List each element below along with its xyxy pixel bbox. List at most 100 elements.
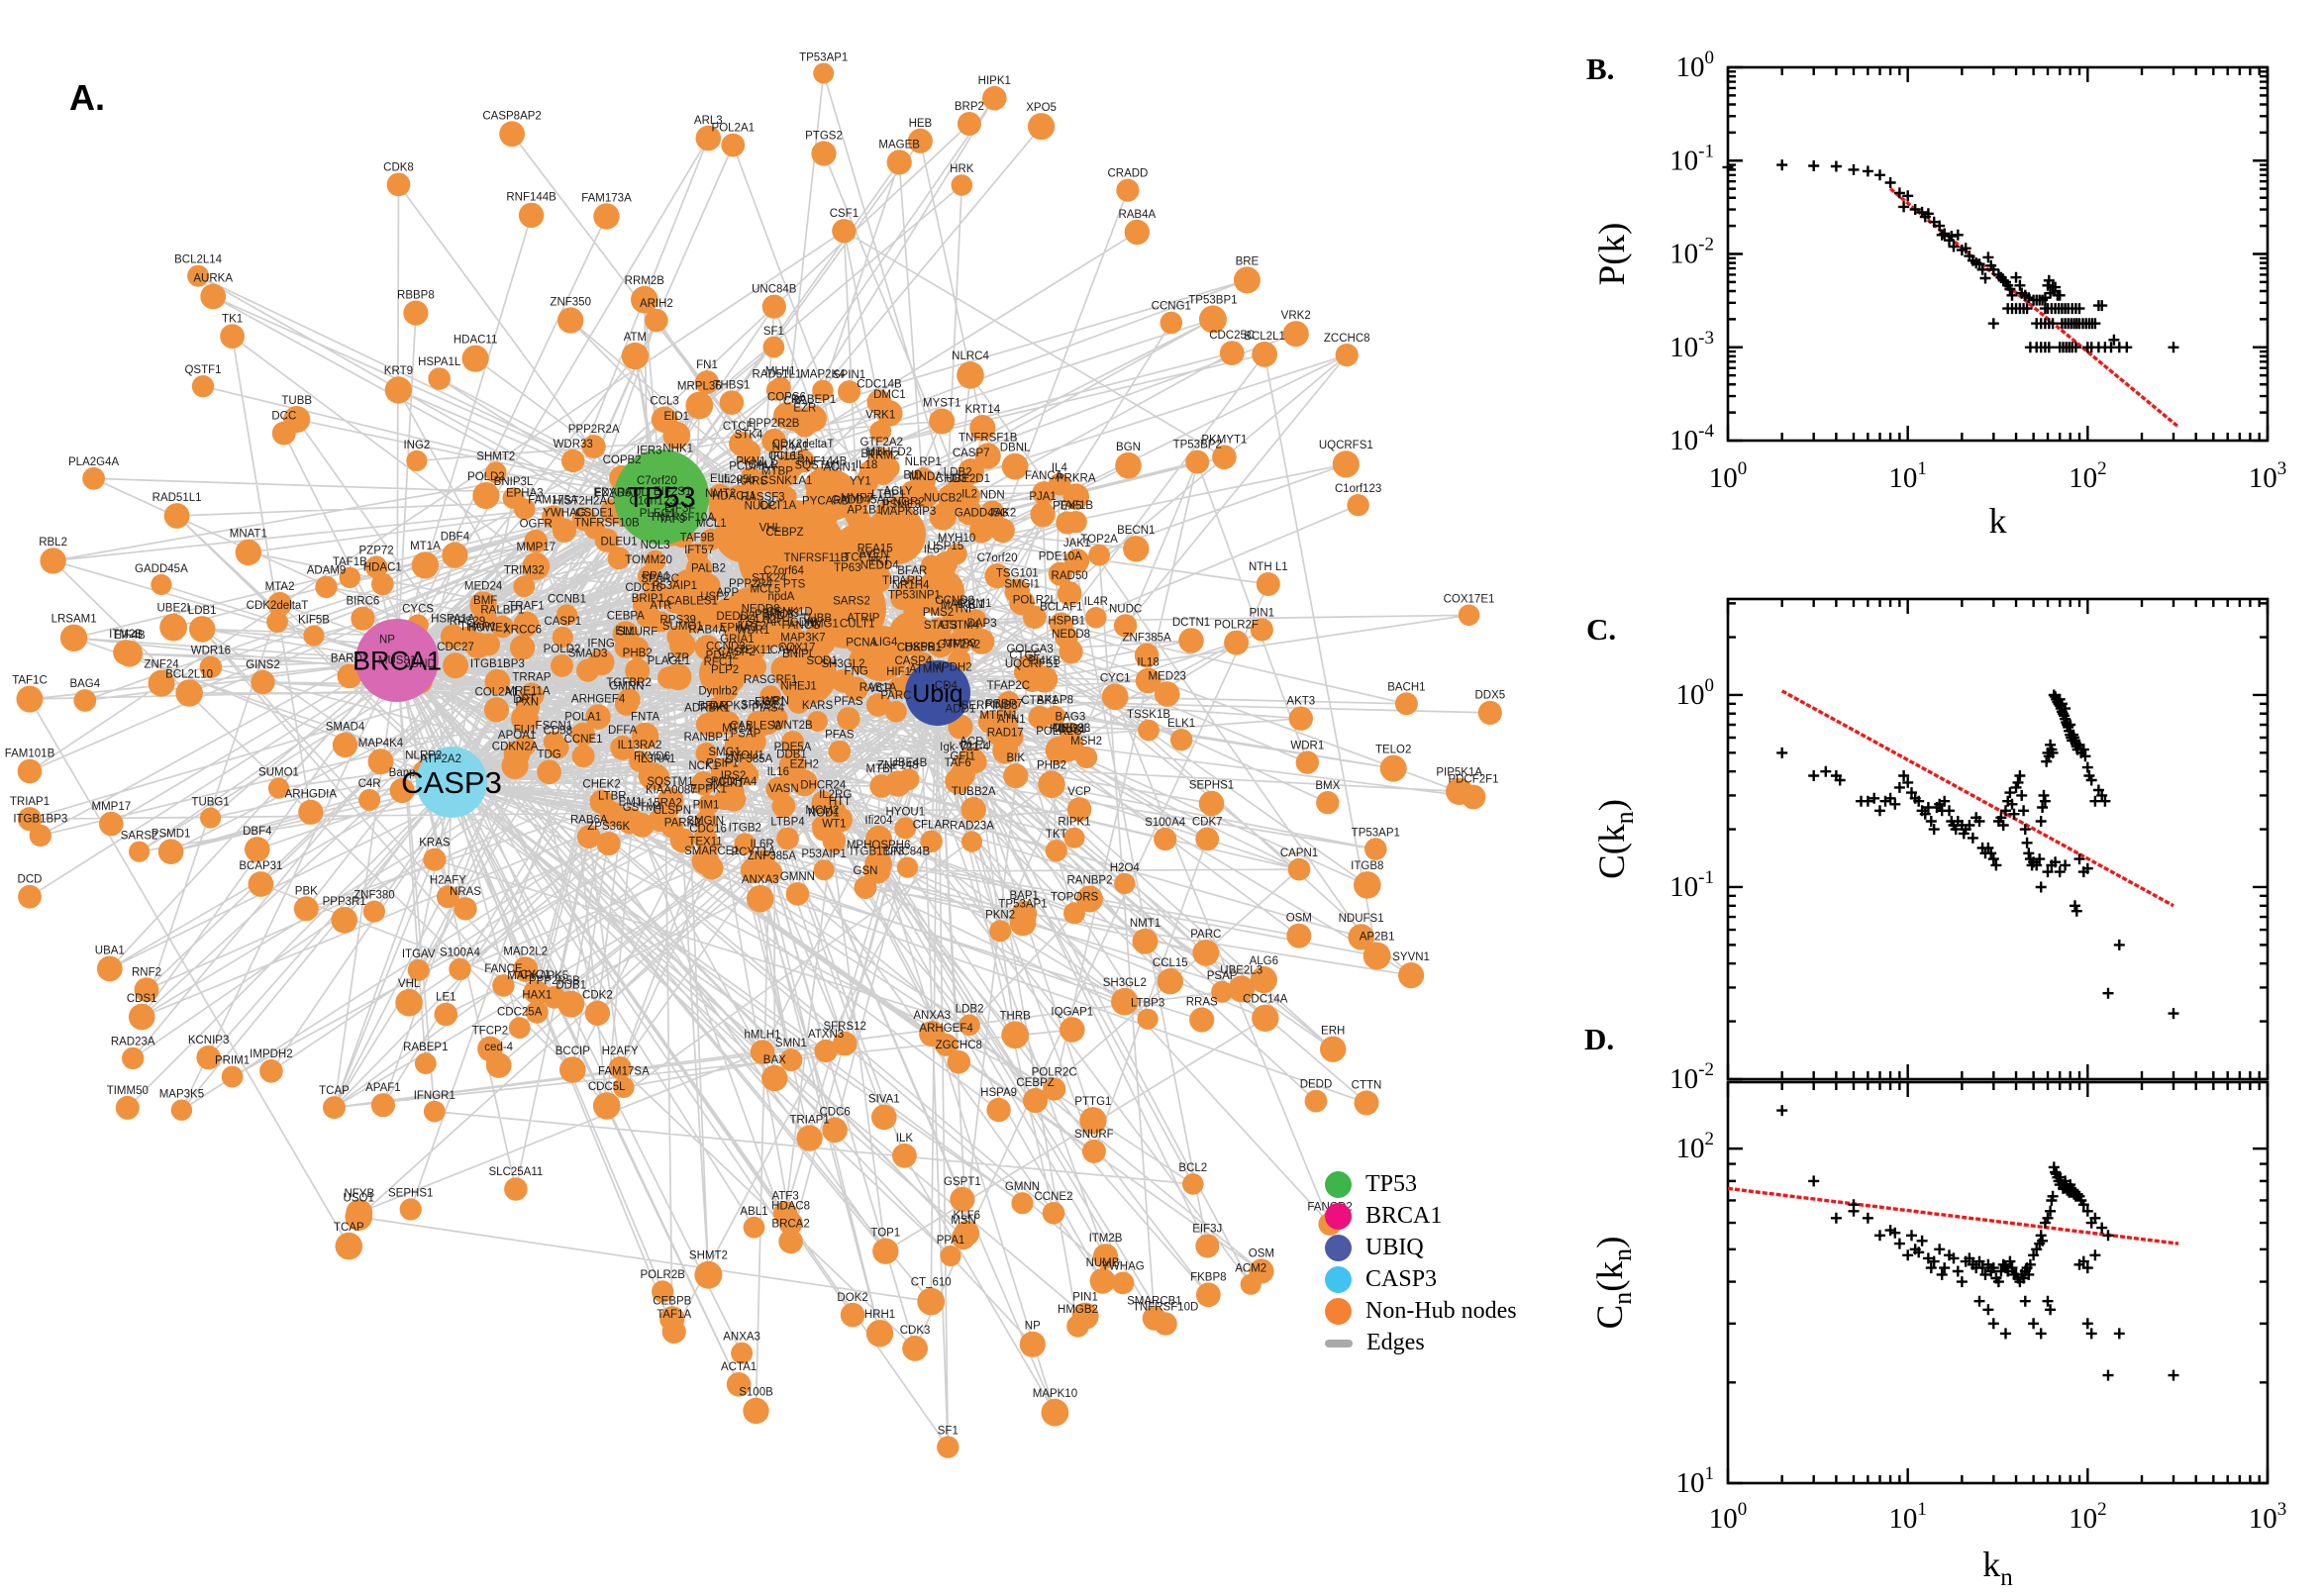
gene-node [892, 1143, 917, 1168]
gene-node-label: EIF4B [114, 630, 146, 642]
gene-node [750, 1040, 775, 1064]
gene-node [984, 563, 1010, 589]
gene-node-label: POLR2B [641, 1269, 686, 1281]
gene-node-label: TCF12 [844, 552, 878, 564]
gene-node [552, 626, 573, 648]
gene-node-label: GADD45A [831, 494, 884, 506]
gene-node-label: PCNA [846, 637, 877, 648]
gene-node-label: TIPARP [882, 575, 923, 587]
gene-node-label: RRM2B [625, 275, 665, 287]
gene-node [772, 1201, 798, 1226]
gene-node [1134, 643, 1160, 668]
gene-node-label: POLA1 [564, 712, 601, 724]
gene-node [503, 740, 531, 767]
gene-node [669, 828, 695, 853]
gene-node [29, 824, 51, 848]
gene-node-label: ADD1 [946, 704, 976, 716]
x-tick-label: 103 [2249, 1499, 2287, 1535]
gene-node-label: BIRC6 [346, 596, 379, 608]
x-tick-label: 103 [2249, 458, 2287, 494]
gene-node [1089, 1267, 1116, 1294]
gene-node [99, 811, 124, 837]
gene-node-label: HRK [950, 163, 974, 175]
gene-node [1240, 1273, 1262, 1295]
gene-node-label: FN1 [696, 359, 718, 371]
gene-node [806, 469, 858, 521]
gene-node [1116, 178, 1140, 202]
gene-node [837, 707, 860, 731]
gene-node-label: LDB2 [956, 1004, 984, 1016]
gene-node-label: CDK2deltaT [772, 439, 835, 450]
gene-node-label: BID [903, 469, 922, 481]
gene-node-label: RAB4A [1118, 209, 1156, 221]
gene-node [929, 503, 957, 531]
gene-node-label: BCL2L1 [1244, 331, 1285, 343]
y-tick-label: 10-4 [1669, 421, 1714, 456]
gene-node-label: PIP5K1A [1436, 767, 1482, 779]
gene-node [667, 568, 719, 620]
gene-node-label: PDIA2 [706, 650, 739, 662]
gene-node [175, 679, 203, 707]
gene-node-label: TEX11 [688, 837, 722, 848]
gene-node [761, 1064, 788, 1092]
gene-node [989, 920, 1012, 943]
gene-node [699, 649, 747, 697]
hub-node-tp53 [614, 449, 709, 545]
gene-node [504, 1177, 528, 1201]
gene-node [1252, 1004, 1279, 1033]
gene-node-label: BRIP1 [632, 593, 664, 605]
gene-node-label: P53AIP1 [653, 580, 697, 592]
gene-node [259, 1059, 283, 1083]
gene-node-label: THRB [1000, 1010, 1032, 1022]
gene-node-label: UQCRFS1 [1005, 658, 1060, 670]
gene-node [726, 1372, 752, 1397]
gene-node [1335, 344, 1359, 367]
gene-node-label: UBA1 [95, 946, 125, 957]
y-tick-label: 10-2 [1669, 235, 1714, 270]
gene-node [762, 336, 785, 358]
gene-node-label: PIM1 [693, 799, 720, 811]
gene-node-label: PIAS4 [752, 703, 784, 715]
gene-node [1019, 1331, 1046, 1357]
gene-node-label: KARS [737, 476, 768, 488]
gene-node [1363, 942, 1391, 970]
gene-node-label: GFI1 [950, 751, 975, 763]
x-tick-label: 101 [1888, 1499, 1927, 1535]
gene-node [743, 1397, 769, 1425]
gene-node [900, 590, 922, 612]
gene-node-label: SMARCB1 [1127, 1295, 1182, 1307]
gene-node [960, 796, 986, 823]
gene-node-label: SMURF [617, 626, 657, 638]
gene-node-label: NRAS [450, 886, 481, 898]
gene-node-label: UBE4B [890, 757, 928, 769]
y-tick-label: 101 [1676, 1463, 1715, 1499]
gene-node [969, 415, 996, 442]
gene-node-label: ARHGEF4 [571, 693, 626, 705]
gene-node-label: NUMB [1086, 1257, 1120, 1269]
gene-node-label: MRE11A [505, 685, 550, 697]
gene-node-label: RRM1 [960, 598, 992, 610]
y-axis-title: C(kn​) [1592, 799, 1639, 879]
gene-node-label: HDAC8 [771, 1200, 810, 1212]
gene-node-label: FSCN1 [536, 720, 573, 732]
gene-node-label: TCAP [319, 1085, 350, 1097]
gene-node [581, 435, 606, 459]
gene-node-label: POLR2L [1013, 595, 1058, 607]
gene-node [561, 449, 585, 473]
gene-node-label: ERH [1321, 1026, 1345, 1038]
gene-node [411, 551, 440, 579]
gene-node-label: TIMM50 [107, 1085, 149, 1097]
gene-node [303, 625, 325, 647]
gene-node-label: RAD50 [1052, 570, 1088, 582]
gene-node-label: DMC1 [873, 389, 906, 401]
gene-node-label: APOA1 [498, 730, 536, 742]
gene-node-label: TSG101 [996, 568, 1039, 580]
gene-node [1049, 612, 1073, 637]
gene-node-label: BFAR [897, 565, 927, 577]
gene-node-label: MAD1L1 [941, 599, 985, 611]
y-tick-label: 100 [1676, 675, 1715, 711]
gene-node-label: UNC84B [752, 284, 797, 296]
gene-node [1113, 614, 1138, 638]
gene-node-label: HSPA9 [980, 1087, 1017, 1099]
gene-node-label: ATN1 [997, 714, 1026, 726]
